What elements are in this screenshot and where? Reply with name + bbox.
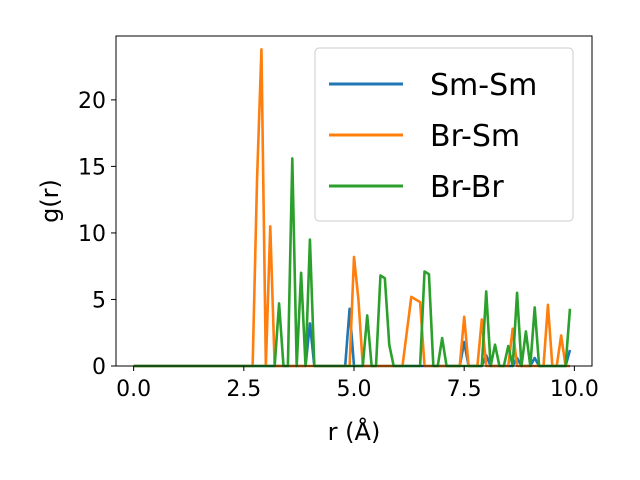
- y-tick-label: 0: [92, 355, 106, 380]
- x-tick-label: 2.5: [226, 377, 261, 402]
- x-axis-ticks: 0.0 2.5 5.0 7.5 10.0: [116, 366, 599, 402]
- y-axis-label: g(r): [36, 179, 64, 223]
- y-axis-ticks: 0 5 10 15 20: [78, 89, 116, 380]
- y-tick-label: 10: [78, 222, 106, 247]
- y-tick-label: 15: [78, 155, 106, 180]
- x-tick-label: 10.0: [550, 377, 599, 402]
- legend-label: Br-Br: [430, 170, 504, 205]
- y-tick-label: 5: [92, 288, 106, 313]
- x-axis-label: r (Å): [328, 417, 381, 446]
- legend: Sm-Sm Br-Sm Br-Br: [314, 47, 574, 222]
- x-tick-label: 5.0: [337, 377, 372, 402]
- legend-box: [314, 47, 574, 222]
- legend-label: Br-Sm: [430, 119, 520, 154]
- x-tick-label: 7.5: [447, 377, 482, 402]
- x-tick-label: 0.0: [116, 377, 151, 402]
- legend-label: Sm-Sm: [430, 68, 537, 103]
- series-line-br-br: [133, 157, 572, 368]
- y-tick-label: 20: [78, 89, 106, 114]
